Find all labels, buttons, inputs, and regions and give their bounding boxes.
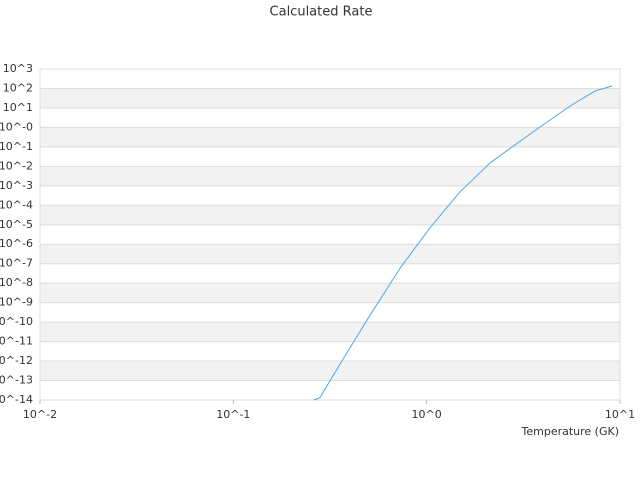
y-tick-label: 10^-8 xyxy=(0,276,33,289)
chart-title: Calculated Rate xyxy=(270,5,373,20)
y-tick-label: 10^-0 xyxy=(0,120,33,133)
grid-band xyxy=(40,322,620,342)
y-tick-label: 10^1 xyxy=(3,101,33,114)
grid-band xyxy=(40,244,620,264)
grid-band xyxy=(40,361,620,381)
grid-band xyxy=(40,88,620,108)
y-tick-label: 10^-2 xyxy=(0,159,33,172)
x-tick-label: 10^-2 xyxy=(23,408,57,421)
x-tick-label: 10^0 xyxy=(412,408,442,421)
y-tick-label: 10^-11 xyxy=(0,335,33,348)
data-line xyxy=(313,85,613,401)
x-axis-label: Temperature (GK) xyxy=(521,425,620,438)
grid-band xyxy=(40,166,620,186)
y-tick-label: 10^-10 xyxy=(0,315,33,328)
x-tick-label: 10^1 xyxy=(605,408,635,421)
y-tick-label: 10^-1 xyxy=(0,140,33,153)
y-tick-label: 10^-3 xyxy=(0,179,33,192)
plot-frame xyxy=(39,68,621,401)
x-tick-label: 10^-1 xyxy=(216,408,250,421)
y-tick-label: 10^-5 xyxy=(0,218,33,231)
y-tick-label: 10^-7 xyxy=(0,257,33,270)
y-tick-label: 10^-6 xyxy=(0,237,33,250)
grid-band xyxy=(40,283,620,303)
y-tick-label: 10^-9 xyxy=(0,296,33,309)
y-tick-label: 10^-4 xyxy=(0,198,33,211)
grid-band xyxy=(40,205,620,225)
y-tick-label: 10^-14 xyxy=(0,393,33,406)
y-tick-label: 10^2 xyxy=(3,81,33,94)
y-tick-label: 10^-13 xyxy=(0,374,33,387)
y-tick-label: 10^-12 xyxy=(0,354,33,367)
grid-band xyxy=(40,127,620,147)
y-tick-label: 10^3 xyxy=(3,62,33,75)
